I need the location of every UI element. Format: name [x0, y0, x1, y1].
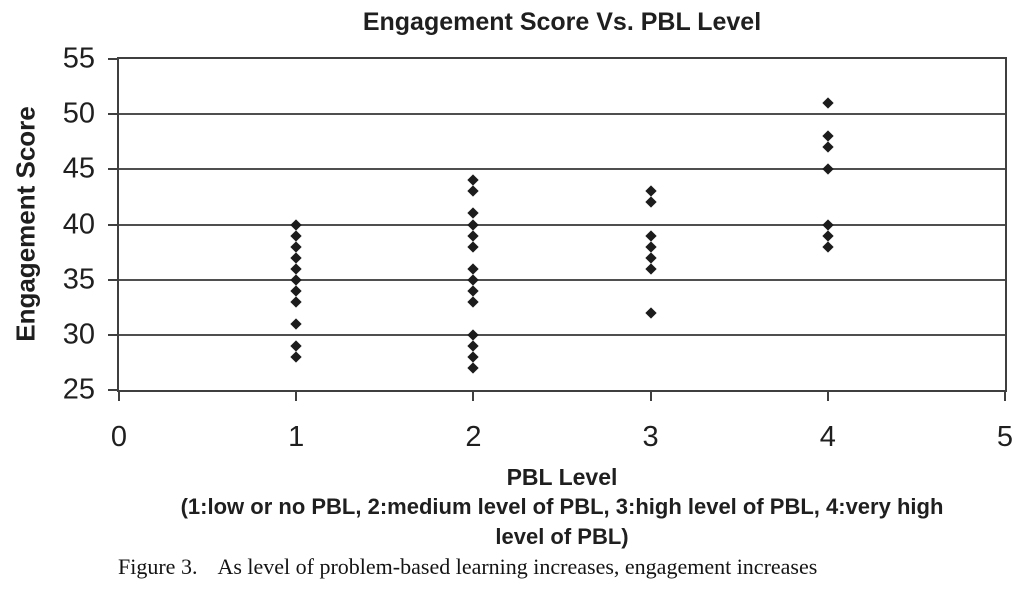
- figure-caption-label: Figure 3.: [118, 554, 198, 579]
- x-tick-label-3: 3: [642, 421, 659, 453]
- x-axis-title: PBL Level: [506, 464, 618, 490]
- data-point-marker: [467, 273, 480, 286]
- data-point-marker: [644, 262, 657, 275]
- y-tick-label-55: 55: [62, 42, 95, 75]
- data-point-marker: [467, 207, 480, 220]
- x-axis-subtitle-text: (1:low or no PBL, 2:medium level of PBL,…: [180, 494, 944, 549]
- plot-area: [117, 57, 1007, 392]
- data-point-marker: [467, 296, 480, 308]
- x-tick-label-4: 4: [819, 421, 836, 453]
- x-tick-mark-5: [1004, 392, 1006, 401]
- data-point-marker: [290, 229, 302, 242]
- x-tick-mark-1: [295, 392, 298, 401]
- data-point-marker: [822, 141, 834, 153]
- data-point-marker: [290, 273, 302, 286]
- data-point-marker: [467, 351, 480, 363]
- y-gridline-40: [119, 223, 1005, 226]
- data-point-marker: [467, 218, 480, 231]
- data-point-marker: [822, 97, 834, 109]
- data-point-marker: [467, 285, 480, 297]
- y-tick-mark-50: [108, 113, 117, 116]
- x-tick-mark-3: [649, 392, 652, 401]
- y-tick-mark-45: [108, 168, 117, 171]
- figure-caption-text: As level of problem-based learning incre…: [217, 554, 818, 579]
- y-gridline-35: [119, 278, 1005, 281]
- y-tick-label-35: 35: [62, 263, 95, 296]
- y-tick-mark-30: [108, 333, 117, 336]
- data-point-marker: [467, 340, 480, 352]
- figure-caption: Figure 3. As level of problem-based learn…: [118, 554, 817, 580]
- data-point-marker: [644, 229, 657, 242]
- data-point-marker: [644, 240, 657, 253]
- data-point-marker: [467, 174, 480, 187]
- data-point-marker: [822, 240, 834, 253]
- x-tick-label-5: 5: [996, 421, 1014, 453]
- y-gridline-45: [119, 168, 1005, 171]
- data-point-marker: [290, 251, 302, 264]
- data-point-marker: [290, 240, 302, 253]
- data-point-marker: [290, 218, 302, 231]
- x-tick-label-0: 0: [110, 421, 128, 453]
- data-point-marker: [290, 285, 302, 297]
- y-tick-mark-40: [108, 223, 117, 226]
- data-point-marker: [822, 229, 834, 242]
- x-tick-mark-4: [826, 392, 829, 401]
- data-point-marker: [467, 262, 480, 275]
- y-gridline-30: [119, 333, 1005, 336]
- data-point-marker: [290, 351, 302, 363]
- data-point-marker: [290, 340, 302, 352]
- y-tick-mark-25: [108, 389, 117, 391]
- y-tick-label-25: 25: [62, 373, 95, 406]
- x-tick-label-1: 1: [288, 421, 305, 453]
- data-point-marker: [644, 196, 657, 209]
- data-point-marker: [290, 296, 302, 308]
- y-tick-mark-35: [108, 278, 117, 281]
- data-point-marker: [467, 240, 480, 253]
- data-point-marker: [822, 218, 834, 231]
- data-point-marker: [467, 229, 480, 242]
- y-gridline-50: [119, 113, 1005, 116]
- x-tick-label-2: 2: [465, 421, 482, 453]
- data-point-marker: [467, 362, 480, 374]
- y-tick-label-30: 30: [62, 318, 95, 351]
- y-tick-label-45: 45: [62, 152, 95, 185]
- y-tick-label-40: 40: [62, 208, 95, 240]
- data-point-marker: [290, 318, 302, 330]
- data-point-marker: [467, 329, 480, 341]
- data-point-marker: [644, 307, 657, 319]
- data-point-marker: [822, 163, 834, 175]
- chart-title: Engagement Score Vs. PBL Level: [362, 8, 762, 36]
- data-point-marker: [467, 185, 480, 198]
- x-tick-mark-0: [118, 392, 120, 401]
- y-tick-label-50: 50: [62, 97, 95, 130]
- data-point-marker: [644, 251, 657, 264]
- x-tick-mark-2: [472, 392, 475, 401]
- data-point-marker: [290, 262, 302, 275]
- y-tick-mark-55: [108, 58, 117, 60]
- x-axis-subtitle: (1:low or no PBL, 2:medium level of PBL,…: [137, 492, 987, 552]
